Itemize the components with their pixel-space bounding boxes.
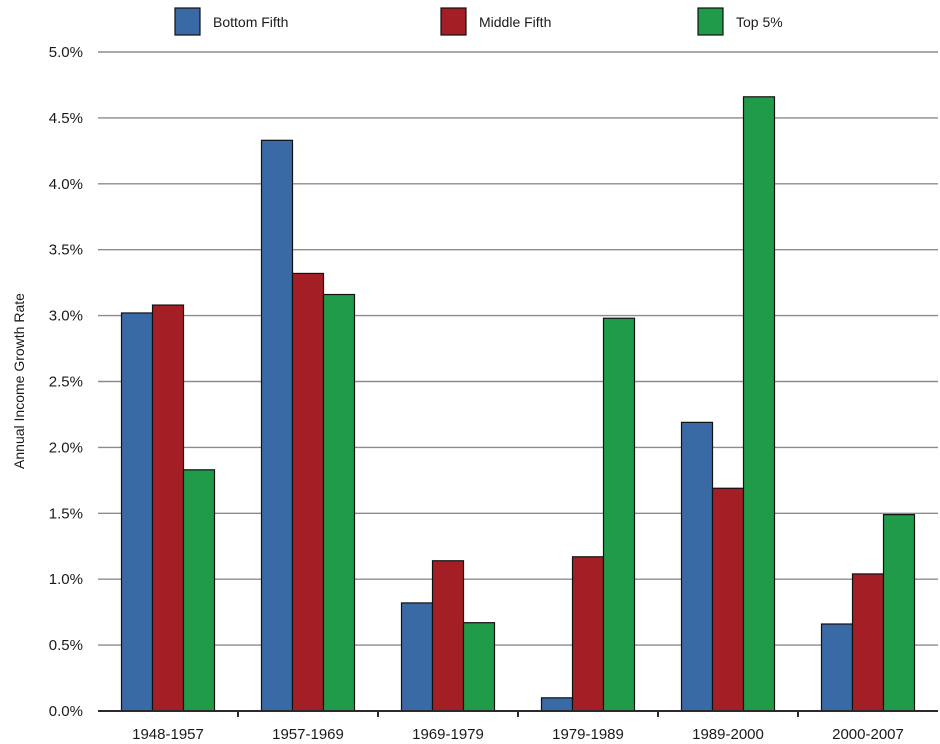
x-axis: 1948-1957 1957-1969 1969-1979 1979-1989 1989… — [98, 710, 938, 743]
legend-label: Top 5% — [736, 14, 783, 30]
gridlines — [98, 51, 938, 646]
y-tick-label: 5.0% — [49, 44, 83, 61]
y-tick-label: 1.0% — [49, 571, 83, 588]
y-tick-label: 0.5% — [49, 637, 83, 654]
bar-top-5--2000-2007 — [882, 514, 916, 712]
y-tick-label: 2.0% — [49, 439, 83, 456]
x-tick-label: 1979-1989 — [552, 726, 624, 743]
x-tick-label: 1969-1979 — [412, 726, 484, 743]
y-tick-label: 0.0% — [49, 703, 83, 720]
bar-middle-fifth-1979-1989 — [571, 556, 605, 712]
legend-swatch-top-5- — [697, 7, 724, 36]
bar-middle-fifth-1948-1957 — [151, 304, 185, 712]
legend-swatch-bottom-fifth — [174, 7, 201, 36]
y-tick-label: 4.5% — [49, 110, 83, 127]
bar-middle-fifth-1969-1979 — [431, 560, 465, 712]
y-tick-label: 3.0% — [49, 308, 83, 325]
x-tick-label: 2000-2007 — [832, 726, 904, 743]
y-axis-ticks: 0.0% 0.5% 1.0% 1.5% 2.0% 2.5% 3.0% 3.5% 4.0% 4.5%… — [49, 44, 83, 720]
x-tick-label: 1989-2000 — [692, 726, 764, 743]
bar-top-5--1979-1989 — [602, 317, 636, 712]
x-tick-label: 1957-1969 — [272, 726, 344, 743]
bar-top-5--1948-1957 — [182, 469, 216, 712]
bar-middle-fifth-2000-2007 — [851, 573, 885, 712]
y-tick-label: 4.0% — [49, 176, 83, 193]
bar-bottom-fifth-1948-1957 — [120, 312, 154, 712]
y-axis-title: Annual Income Growth Rate — [11, 293, 27, 469]
y-tick-label: 1.5% — [49, 505, 83, 522]
bar-bottom-fifth-1957-1969 — [260, 139, 294, 712]
bar-middle-fifth-1989-2000 — [711, 487, 745, 712]
legend-label: Bottom Fifth — [213, 14, 288, 30]
bar-bottom-fifth-2000-2007 — [820, 623, 854, 712]
bar-bottom-fifth-1969-1979 — [400, 602, 434, 712]
y-tick-label: 3.5% — [49, 242, 83, 259]
bar-top-5--1969-1979 — [462, 622, 496, 712]
x-tick-label: 1948-1957 — [132, 726, 204, 743]
legend-label: Middle Fifth — [479, 14, 551, 30]
bar-bottom-fifth-1989-2000 — [680, 421, 714, 712]
legend-swatch-middle-fifth — [440, 7, 467, 36]
bar-top-5--1989-2000 — [742, 96, 776, 712]
bars — [120, 96, 916, 712]
legend: Bottom Fifth Middle Fifth Top 5% — [174, 7, 783, 36]
y-tick-label: 2.5% — [49, 374, 83, 391]
bar-bottom-fifth-1979-1989 — [540, 697, 574, 712]
bar-top-5--1957-1969 — [322, 293, 356, 712]
bar-middle-fifth-1957-1969 — [291, 272, 325, 712]
